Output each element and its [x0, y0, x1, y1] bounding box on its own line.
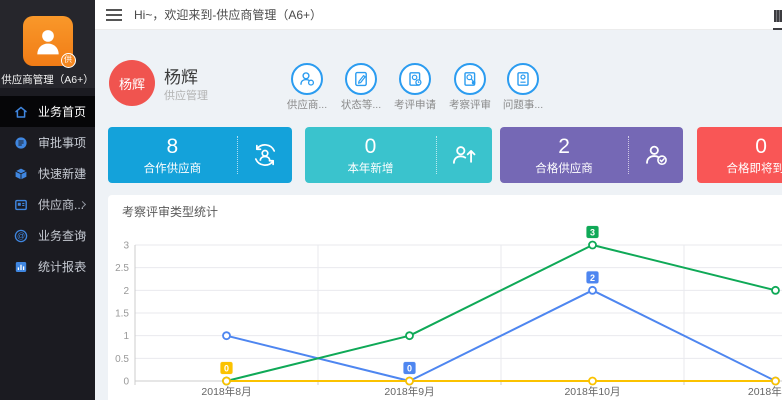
app-logo[interactable]: 供: [22, 16, 76, 68]
new-this-year-icon: [453, 146, 476, 164]
dotted-divider: [435, 136, 437, 174]
clipped-widget-icon[interactable]: [774, 10, 782, 22]
dotted-divider: [236, 136, 238, 174]
quick-action-issues[interactable]: [507, 63, 539, 95]
clipped-widget-dash[interactable]: [773, 28, 782, 31]
sidebar-item-label: 审批事项: [38, 136, 87, 150]
issue-card-icon: [517, 72, 529, 86]
topbar: Hi~，欢迎来到-供应商管理（A6+）: [95, 0, 782, 30]
qualified-supplier-icon: [646, 145, 667, 166]
svg-text:@: @: [17, 231, 25, 240]
logo-badge: 供: [60, 53, 76, 68]
sidebar-item-label: 供应商...: [38, 198, 85, 212]
sidebar-item-quick-create[interactable]: 快速新建: [0, 158, 95, 189]
quick-action-supplier[interactable]: [291, 63, 323, 95]
inspection-review-icon: [464, 72, 476, 86]
welcome-text: Hi~，欢迎来到-供应商管理（A6+）: [134, 8, 323, 22]
user-name: 杨辉: [164, 68, 198, 87]
chart-card: 考察评审类型统计 0 0.5 1 1.5 2 2.5 3 2018年8月 2018年9月 2018…: [108, 195, 782, 400]
stat-label: 本年新增: [347, 162, 394, 175]
sidebar-item-label: 快速新建: [38, 167, 87, 181]
stat-card-expiring-qualification[interactable]: 0 合格即将到期: [697, 127, 782, 183]
report-chart-icon: [13, 259, 29, 275]
sidebar: 供 供应商管理（A6+） 业务首页 审批事项 快速新建: [0, 0, 95, 400]
dotted-divider: [628, 136, 630, 174]
sidebar-item-business-home[interactable]: 业务首页: [0, 96, 95, 127]
main-content: 杨辉 杨辉 供应管理: [95, 30, 782, 400]
quick-action-label: 考察评审: [449, 99, 491, 111]
stat-value: 0: [755, 134, 767, 158]
app-logo-block: 供 供应商管理（A6+）: [0, 0, 95, 88]
hamburger-menu-icon[interactable]: [106, 6, 122, 24]
sidebar-item-supplier[interactable]: 供应商...: [0, 189, 95, 220]
sidebar-item-business-query[interactable]: @ 业务查询: [0, 220, 95, 251]
quick-action-inspection-review[interactable]: [454, 63, 486, 95]
svg-text:3: 3: [123, 241, 129, 252]
stat-value: 8: [166, 134, 179, 158]
sidebar-item-label: 业务首页: [38, 105, 87, 119]
supplier-card-icon: [13, 197, 29, 213]
svg-text:0: 0: [407, 364, 412, 374]
app-title: 供应商管理（A6+）: [1, 74, 94, 86]
sidebar-item-approvals[interactable]: 审批事项: [0, 127, 95, 158]
stat-card-new-this-year[interactable]: 0 本年新增: [305, 127, 492, 183]
svg-text:2018年9月: 2018年9月: [384, 385, 434, 398]
user-role: 供应管理: [164, 90, 208, 102]
stat-label: 合格即将到期: [726, 162, 782, 175]
supplier-person-icon: [300, 72, 315, 86]
svg-text:2018年10月: 2018年10月: [564, 385, 620, 398]
quick-action-label: 问题事...: [502, 99, 544, 111]
svg-text:1: 1: [123, 331, 129, 342]
sidebar-item-statistics-report[interactable]: 统计报表: [0, 251, 95, 282]
stat-value: 2: [558, 134, 570, 158]
svg-text:0: 0: [224, 364, 229, 374]
stat-card-qualified-suppliers[interactable]: 2 合格供应商: [500, 127, 683, 183]
svg-text:2018年8月: 2018年8月: [201, 385, 251, 398]
quick-action-status[interactable]: [345, 63, 377, 95]
svg-text:3: 3: [590, 228, 595, 238]
svg-text:2: 2: [123, 286, 129, 297]
stat-value: 0: [364, 134, 377, 158]
stat-label: 合格供应商: [535, 162, 593, 175]
svg-text:2.5: 2.5: [115, 263, 129, 274]
person-logo-icon: [36, 30, 59, 55]
sidebar-item-label: 统计报表: [38, 260, 87, 274]
sidebar-item-label: 业务查询: [38, 229, 87, 243]
svg-text:0.5: 0.5: [115, 354, 129, 365]
svg-text:0: 0: [123, 377, 129, 388]
quick-create-icon: [13, 166, 29, 182]
quick-action-evaluation-apply[interactable]: [399, 63, 431, 95]
quick-action-label: 状态等...: [340, 99, 382, 111]
inspection-review-type-line-chart[interactable]: 0 0.5 1 1.5 2 2.5 3 2018年8月 2018年9月 2018年10月 2018年…: [108, 195, 782, 400]
home-icon: [13, 104, 29, 120]
svg-text:2: 2: [590, 273, 595, 283]
stat-card-partner-suppliers[interactable]: 8 合作供应商: [108, 127, 292, 183]
avatar[interactable]: 杨辉: [109, 60, 155, 106]
svg-text:1.5: 1.5: [115, 309, 129, 320]
partner-supplier-icon: [254, 144, 275, 166]
stat-label: 合作供应商: [143, 162, 202, 175]
evaluation-apply-icon: [409, 72, 422, 86]
chart-title: 考察评审类型统计: [122, 205, 219, 219]
status-edit-icon: [355, 71, 367, 87]
quick-action-label: 供应商...: [286, 99, 328, 111]
business-search-icon: @: [13, 228, 29, 244]
quick-action-label: 考评申请: [394, 99, 436, 111]
sidebar-menu: 业务首页 审批事项 快速新建 供应商... @ 业务查询: [0, 88, 95, 282]
approval-icon: [13, 135, 29, 151]
svg-text:2018年11月: 2018年11月: [748, 385, 782, 398]
